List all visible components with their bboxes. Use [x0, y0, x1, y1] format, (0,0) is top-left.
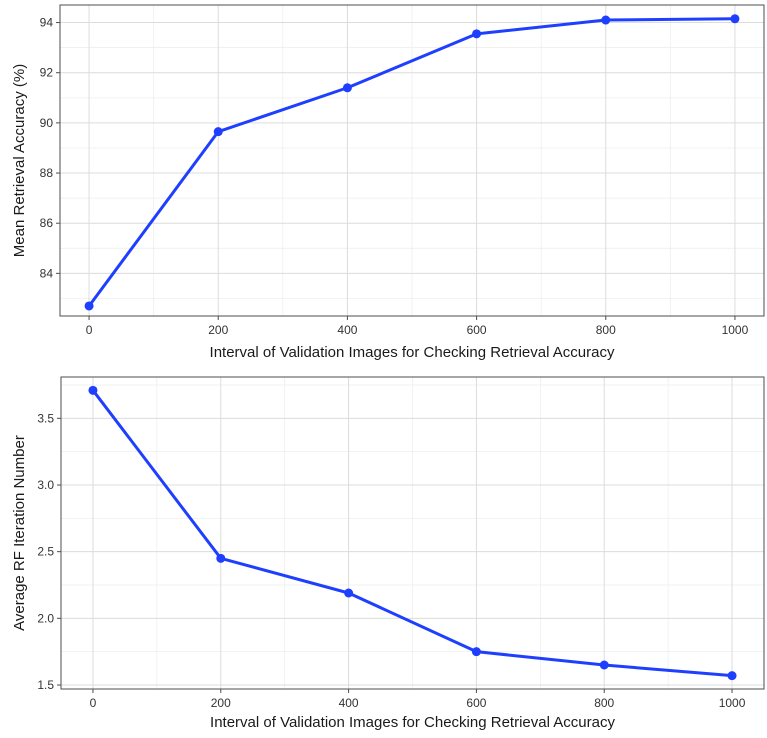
y-tick-label: 90 — [40, 116, 54, 130]
gridlines — [60, 5, 764, 316]
data-point — [88, 385, 98, 395]
y-tick-label: 94 — [40, 16, 54, 30]
x-tick-label: 200 — [208, 323, 228, 337]
x-tick-label: 1000 — [719, 696, 746, 710]
y-tick-label: 84 — [40, 266, 54, 280]
y-tick-label: 1.5 — [37, 678, 54, 692]
data-point — [730, 14, 740, 24]
y-axis-title: Average RF Iteration Number — [11, 435, 28, 631]
data-point — [84, 301, 94, 311]
x-tick-label: 400 — [339, 696, 359, 710]
x-axis-title: Interval of Validation Images for Checki… — [210, 344, 615, 361]
data-point — [727, 671, 737, 681]
x-tick-label: 800 — [596, 323, 616, 337]
x-axis-title: Interval of Validation Images for Checki… — [210, 714, 615, 731]
y-tick-label: 86 — [40, 216, 54, 230]
data-point — [213, 127, 223, 137]
x-tick-label: 200 — [211, 696, 231, 710]
y-tick-label: 92 — [40, 66, 54, 80]
series-line — [87, 17, 737, 308]
data-point — [471, 647, 481, 657]
y-tick-label: 88 — [40, 166, 54, 180]
data-point — [599, 660, 609, 670]
y-axis-title: Mean Retrieval Accuracy (%) — [11, 64, 28, 257]
data-point — [601, 15, 611, 25]
accuracy-chart: 0 200 400 600 800 1000 84 86 88 90 92 94 Interval of… — [11, 4, 765, 361]
data-point — [342, 83, 352, 93]
series-line — [91, 388, 734, 678]
panel-border — [59, 4, 765, 317]
x-tick-label: 0 — [90, 696, 97, 710]
x-tick-label: 0 — [86, 323, 93, 337]
y-tick-label: 3.0 — [37, 478, 54, 492]
x-tick-label: 600 — [467, 323, 487, 337]
data-point — [344, 588, 354, 598]
panel-border — [60, 376, 765, 690]
x-tick-label: 1000 — [722, 323, 749, 337]
gridlines — [61, 377, 764, 689]
x-tick-label: 600 — [466, 696, 486, 710]
y-tick-label: 2.5 — [37, 545, 54, 559]
x-tick-label: 400 — [337, 323, 357, 337]
x-tick-label: 800 — [594, 696, 614, 710]
data-point — [472, 29, 482, 39]
y-tick-label: 3.5 — [37, 411, 54, 425]
iteration-chart: 0 200 400 600 800 1000 1.5 2.0 2.5 3.0 3.5 Interval… — [11, 376, 765, 731]
y-tick-label: 2.0 — [37, 611, 54, 625]
data-point — [216, 553, 226, 563]
